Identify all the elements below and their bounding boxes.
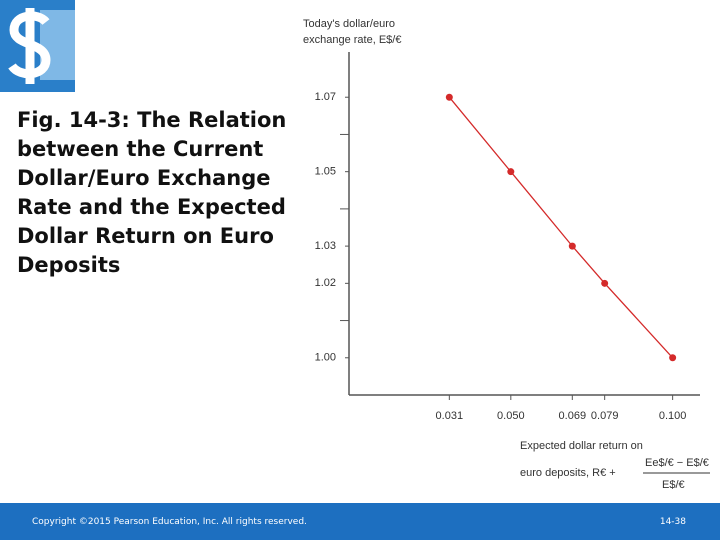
data-point: [601, 279, 609, 287]
y-tick-label: 1.07: [315, 91, 336, 103]
data-point: [507, 168, 515, 176]
footer: Copyright ©2015 Pearson Education, Inc. …: [0, 503, 720, 540]
y-tick-label: 1.00: [315, 352, 336, 364]
page-number: 14-38: [659, 517, 686, 527]
slide-title: Fig. 14-3: The Relation between the Curr…: [17, 108, 287, 277]
data-point: [568, 242, 576, 250]
copyright: Copyright ©2015 Pearson Education, Inc. …: [32, 517, 307, 527]
y-axis-label: exchange rate, E$/€: [303, 34, 401, 46]
x-tick-label: 0.100: [659, 410, 687, 422]
chart: Today's dollar/euro exchange rate, E$/€ 1.…: [303, 18, 710, 491]
x-label-numerator: Ee$/€ − E$/€: [645, 457, 709, 469]
x-tick-label: 0.079: [591, 410, 619, 422]
logo: [0, 0, 75, 92]
x-tick-label: 0.069: [559, 410, 587, 422]
y-tick-label: 1.03: [315, 240, 336, 252]
data-line: [448, 96, 674, 359]
x-axis-label: Expected dollar return on: [520, 440, 643, 452]
data-point: [445, 93, 453, 101]
x-axis-label: euro deposits, R€ +: [520, 467, 616, 479]
y-tick-label: 1.05: [315, 166, 336, 178]
x-tick-label: 0.050: [497, 410, 525, 422]
y-axis-label: Today's dollar/euro: [303, 18, 395, 30]
data-point: [669, 354, 677, 362]
y-tick-label: 1.02: [315, 277, 336, 289]
x-label-denominator: E$/€: [662, 479, 685, 491]
logo-dollar: [8, 8, 51, 84]
x-tick-label: 0.031: [436, 410, 464, 422]
